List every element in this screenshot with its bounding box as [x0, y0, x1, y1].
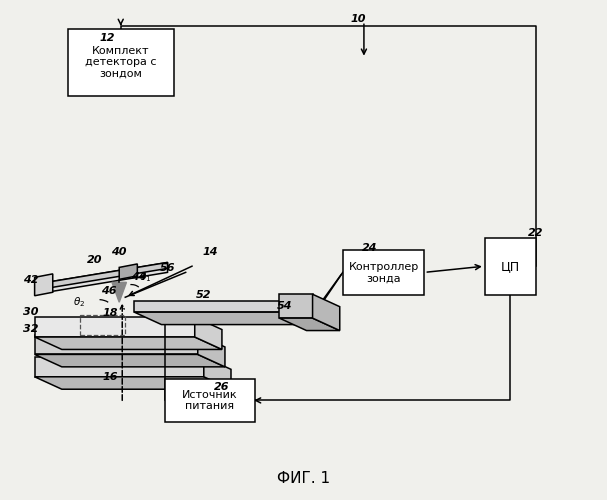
Text: Комплект
детектора с
зондом: Комплект детектора с зондом	[85, 46, 157, 79]
Polygon shape	[35, 354, 225, 367]
Polygon shape	[35, 317, 195, 337]
Text: 40: 40	[112, 248, 127, 258]
Polygon shape	[134, 301, 285, 312]
Text: $\theta_2$: $\theta_2$	[73, 296, 85, 309]
Polygon shape	[35, 334, 198, 354]
Text: 18: 18	[103, 308, 118, 318]
Bar	[164, 380, 255, 422]
Bar	[485, 238, 536, 294]
Text: 46: 46	[101, 286, 117, 296]
Text: 10: 10	[350, 14, 365, 24]
Text: 16: 16	[103, 372, 118, 382]
Text: 26: 26	[214, 382, 229, 392]
Polygon shape	[119, 264, 137, 280]
Text: Источник
питания: Источник питания	[182, 390, 238, 411]
Text: 24: 24	[362, 242, 378, 252]
Text: 22: 22	[528, 228, 544, 237]
Polygon shape	[47, 262, 168, 292]
Text: 56: 56	[160, 264, 175, 274]
Polygon shape	[313, 294, 340, 330]
Text: 30: 30	[22, 306, 38, 316]
Bar	[68, 28, 174, 96]
Polygon shape	[198, 334, 225, 367]
Text: 54: 54	[276, 300, 292, 310]
Polygon shape	[35, 337, 222, 349]
Text: 52: 52	[196, 290, 212, 300]
Text: Контроллер
зонда: Контроллер зонда	[348, 262, 419, 283]
Bar	[343, 250, 424, 294]
Text: 14: 14	[202, 248, 217, 258]
Text: 20: 20	[87, 255, 103, 265]
Polygon shape	[35, 377, 231, 389]
Polygon shape	[35, 357, 204, 377]
Polygon shape	[195, 317, 222, 350]
Text: 42: 42	[22, 275, 38, 285]
Text: ЦП: ЦП	[501, 260, 520, 272]
Text: 12: 12	[100, 32, 115, 42]
Text: 32: 32	[22, 324, 38, 334]
Text: ФИГ. 1: ФИГ. 1	[277, 471, 330, 486]
Polygon shape	[204, 357, 231, 389]
Polygon shape	[279, 318, 340, 330]
Bar	[80, 314, 125, 334]
Polygon shape	[47, 262, 168, 288]
Text: $\theta_1$: $\theta_1$	[139, 270, 152, 284]
Polygon shape	[134, 312, 313, 324]
Polygon shape	[279, 294, 313, 318]
Polygon shape	[35, 274, 53, 295]
Polygon shape	[112, 282, 126, 302]
Text: 44: 44	[131, 272, 147, 282]
